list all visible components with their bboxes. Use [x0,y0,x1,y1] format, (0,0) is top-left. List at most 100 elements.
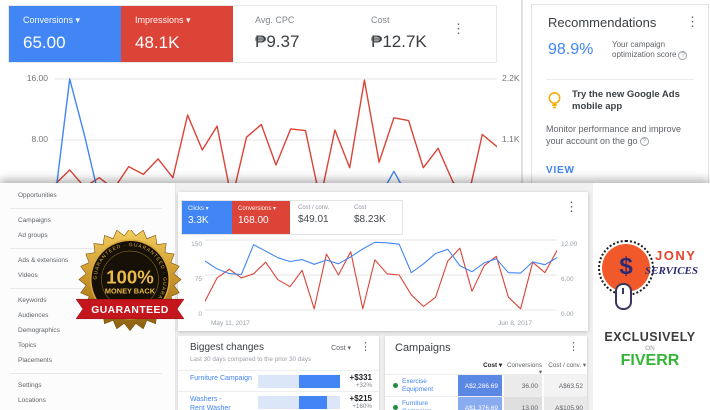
sidebar-item-ad-groups[interactable]: Ad groups [18,232,48,239]
scorecard-value: ₱12.7K [371,32,427,51]
scorecard-conversions[interactable]: Conversions ▾ 65.00 [9,6,121,62]
impressions-series-line [55,79,497,183]
column-header-conversions[interactable]: Conversions ▾ [507,362,542,376]
sidebar-item-locations[interactable]: Locations [18,397,46,404]
scorecard-cost-conv: Cost / conv. $49.01 [290,201,346,234]
on-text: ON [645,345,655,352]
chevron-down-icon: ▾ [347,345,351,352]
campaigns-title: Campaigns [395,342,451,354]
scorecard-value: 48.1K [135,33,180,52]
sidebar-item-settings[interactable]: Settings [18,382,42,389]
campaign-name-link[interactable]: Furniture Campaign [402,400,432,410]
sidebar-item-opportunities[interactable]: Opportunities [18,192,57,199]
column-header-cost[interactable]: Cost ▾ [483,362,502,369]
axis-tick: 2.2K [502,73,520,83]
top-cards-menu-icon[interactable]: ⋮ [452,21,465,36]
change-bar [299,375,340,388]
performance-card: Clicks ▾ 3.3K Conversions ▾ 168.00 Cost / co… [178,192,588,331]
conversions-series-line [56,78,402,183]
campaign-cost-per-conv-cell: A$63.52 [544,375,587,397]
scorecard-label: Avg. CPC [255,15,295,25]
campaigns-menu-icon[interactable]: ⋮ [568,341,579,353]
biggest-changes-menu-icon[interactable]: ⋮ [360,341,371,353]
overview-line-chart [55,78,497,183]
change-delta: +$215 [349,394,372,403]
status-enabled-icon [393,383,398,388]
scorecard-label: Cost [354,205,367,211]
campaign-row: Exercise Equipment A$2,286.69 36.00 A$63.52 [385,374,587,397]
campaigns-card: Campaigns ⋮ Cost ▾ Conversions ▾ Cost / co… [385,336,587,410]
recommendations-card: Recommendations ⋮ 98.9% Your campaign op… [531,4,709,186]
change-values: +$215 +160% [350,394,372,410]
axis-tick: 8.00 [31,134,48,144]
change-delta: +$331 [349,373,372,382]
scorecard-label: Cost [371,15,390,25]
badge-ribbon [76,298,184,320]
scorecard-conversions[interactable]: Conversions ▾ 168.00 [232,201,290,234]
sidebar-item-demographics[interactable]: Demographics [18,327,60,334]
sidebar-item-ads-extensions[interactable]: Ads & extensions [18,257,69,264]
performance-card-menu-icon[interactable]: ⋮ [565,199,578,214]
mouse-icon [615,283,632,310]
jony-services-logo: $ JONY SERVICES [593,235,710,313]
axis-tick: 16.00 [26,73,48,83]
change-values: +$331 +32% [350,373,372,389]
sidebar-item-campaigns[interactable]: Campaigns [18,217,51,224]
panel-divider [521,0,523,186]
change-campaign-link[interactable]: Furniture Campaign [190,375,252,382]
axis-tick: 0.00 [561,311,574,318]
scorecard-value: $8.23K [354,214,386,225]
recommendations-menu-icon[interactable]: ⋮ [686,14,699,29]
sidebar-divider [10,373,162,374]
tip-body-text: Monitor performance and improve your acc… [546,124,682,147]
biggest-changes-card: Biggest changes Cost ▾ ⋮ Last 30 days co… [178,336,379,410]
column-header-cost-conv[interactable]: Cost / conv. ▾ [548,362,586,369]
view-link[interactable]: VIEW [546,165,575,176]
scorecard-value: $49.01 [298,214,329,225]
top-scorecard-strip: Conversions ▾ 65.00 Impressions ▾ 48.1K Avg.… [8,5,497,63]
sidebar-divider [10,208,162,209]
campaign-cost-cell: A$2,286.69 [458,375,502,397]
recommendations-title: Recommendations [548,15,657,30]
sidebar-divider [10,248,162,249]
scorecard-impressions[interactable]: Impressions ▾ 48.1K [121,6,233,62]
caption-text: Your campaign optimization score [612,40,677,60]
overlay-scorecard-strip: Clicks ▾ 3.3K Conversions ▾ 168.00 Cost / co… [181,200,403,235]
biggest-changes-title: Biggest changes [190,342,264,353]
campaign-cost-per-conv-cell: A$105.90 [544,397,587,410]
badge-100-percent: 100% [106,266,154,287]
campaign-name-link[interactable]: Exercise Equipment [402,378,434,394]
optimization-score-caption: Your campaign optimization score? [612,40,700,61]
help-icon[interactable]: ? [678,50,688,60]
change-bar-track [258,375,340,388]
change-campaign-link[interactable]: Washers - Rent Washer [190,396,231,410]
recommendation-tip-title: Try the new Google Ads mobile app [572,89,680,113]
change-percent: +32% [355,382,372,389]
x-axis-date-end: Jun 8, 2017 [498,320,532,327]
right-white-strip [593,183,710,410]
campaign-conversions-cell: 13.00 [504,397,542,410]
scorecard-value: 65.00 [23,33,66,52]
scorecard-cost: Cost ₱12.7K [349,6,465,62]
overlay-dashboard: Opportunities Campaigns Ad groups Ads & ext… [0,183,710,410]
card-divider [546,79,694,80]
clicks-series-line [205,241,557,276]
change-bar [299,396,327,409]
help-icon[interactable]: ? [639,137,649,147]
scorecard-cost: Cost $8.23K [346,201,402,234]
money-back-guarantee-badge: GUARANTEED · GUARANTEED · GUARANTEED 100… [76,230,184,332]
logo-subname: SERVICES [645,265,699,277]
metric-filter-dropdown[interactable]: Cost ▾ [331,344,351,352]
scorecard-value: 3.3K [188,215,209,226]
sidebar-item-audiences[interactable]: Audiences [18,312,49,319]
sidebar-item-keywords[interactable]: Keywords [18,297,47,304]
axis-tick: 12.00 [561,241,578,248]
optimization-score-value: 98.9% [548,41,594,58]
scorecard-clicks[interactable]: Clicks ▾ 3.3K [182,201,232,234]
badge-guaranteed: GUARANTEED [91,305,169,316]
scorecard-label: Conversions ▾ [238,206,277,212]
exclusively-text: EXCLUSIVELY [604,330,696,344]
sidebar-item-placements[interactable]: Placements [18,357,52,364]
sidebar-item-topics[interactable]: Topics [18,342,37,349]
sidebar-item-videos[interactable]: Videos [18,272,38,279]
